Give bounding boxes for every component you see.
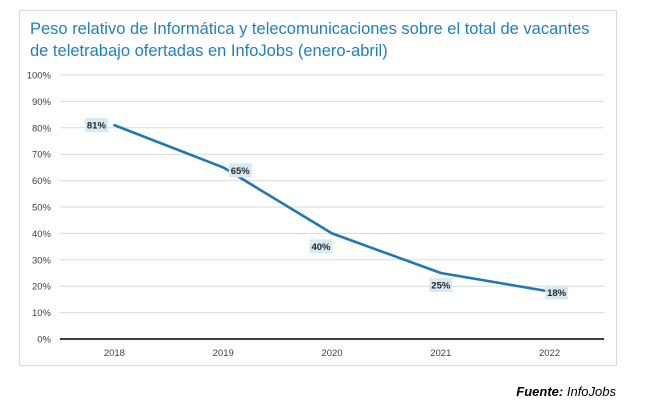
y-tick-label: 40%: [32, 229, 52, 240]
y-tick-label: 50%: [32, 203, 52, 214]
data-label-background: [228, 163, 252, 178]
data-label-background: [545, 285, 569, 300]
data-label: 81%: [87, 121, 107, 132]
data-label-background: [84, 118, 108, 133]
y-tick-label: 70%: [32, 150, 52, 161]
y-tick-label: 30%: [32, 255, 52, 266]
data-label-background: [429, 278, 453, 292]
y-tick-label: 60%: [32, 176, 52, 187]
chart-frame: Peso relativo de Informática y telecomun…: [19, 10, 617, 366]
x-tick-label: 2018: [104, 348, 125, 359]
data-label: 40%: [311, 242, 331, 253]
x-tick-label: 2021: [430, 348, 451, 359]
y-tick-label: 90%: [32, 97, 52, 108]
chart-title: Peso relativo de Informática y telecomun…: [30, 20, 590, 60]
x-tick-label: 2020: [321, 348, 342, 359]
data-label: 65%: [231, 166, 251, 177]
x-tick-label: 2022: [539, 348, 560, 359]
data-label: 25%: [431, 280, 451, 291]
data-label-background: [309, 239, 333, 254]
y-tick-label: 80%: [32, 123, 52, 134]
source-label: Fuente:: [516, 384, 564, 399]
data-label: 18%: [547, 288, 567, 299]
y-tick-label: 0%: [37, 335, 51, 346]
y-tick-label: 20%: [32, 282, 52, 293]
y-tick-label: 100%: [27, 71, 52, 82]
source-note: Fuente: InfoJobs: [516, 384, 616, 399]
y-tick-label: 10%: [32, 308, 52, 319]
x-tick-label: 2019: [213, 348, 234, 359]
source-text: InfoJobs: [563, 384, 616, 399]
series-line: [113, 123, 551, 293]
